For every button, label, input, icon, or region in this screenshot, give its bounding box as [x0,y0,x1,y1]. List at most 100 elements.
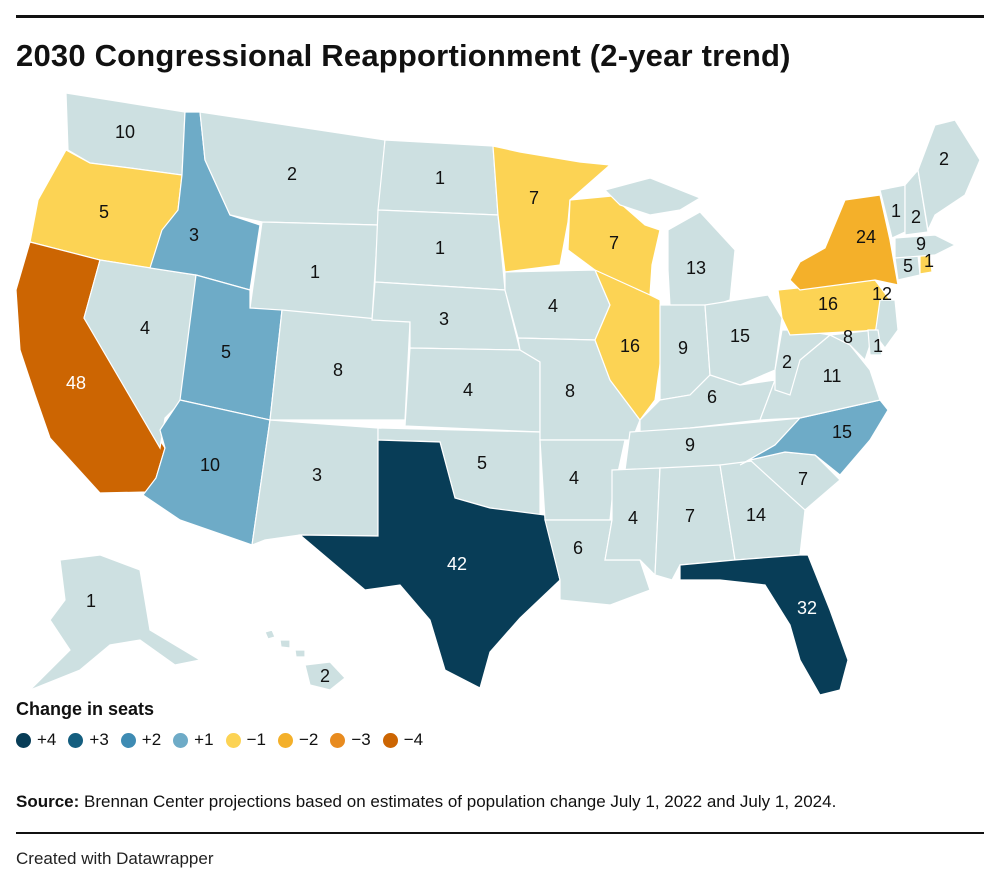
state-HI[interactable] [304,661,346,691]
state-TX[interactable] [298,439,561,689]
state-NH[interactable] [904,168,929,236]
state-IL[interactable] [593,268,663,421]
legend-swatch [277,732,293,748]
state-ME[interactable] [917,119,981,233]
state-label-MN: 7 [529,188,539,208]
us-map: 10 5 48 3 4 2 1 5 10 8 3 1 1 3 4 5 42 7 4 8 4 6 7 16 13 9 15 6 9 4 7 14… [0,80,1000,700]
legend-item: +3 [68,730,109,750]
state-label-MI: 13 [686,258,706,278]
state-label-TN: 9 [685,435,695,455]
state-DE[interactable] [867,329,883,356]
state-label-AK: 1 [86,591,96,611]
state-label-IA: 4 [548,296,558,316]
state-label-MD: 8 [843,327,853,347]
state-label-MS: 4 [628,508,638,528]
state-AR[interactable] [539,439,626,521]
legend-swatch [330,732,346,748]
state-label-FL: 32 [797,598,817,618]
state-label-OK: 5 [477,453,487,473]
state-HI-islands[interactable] [264,629,306,658]
state-label-ND: 1 [435,168,445,188]
state-label-VA: 11 [823,366,842,386]
state-label-DE: 1 [873,336,883,356]
state-label-NC: 15 [832,422,852,442]
state-label-UT: 5 [221,342,231,362]
state-label-ME: 2 [939,149,949,169]
source-label: Source: [16,792,80,811]
legend-item: +1 [173,730,214,750]
credit-line[interactable]: Created with Datawrapper [16,849,214,868]
state-label-TX: 42 [447,554,467,574]
legend-swatch [173,732,189,748]
state-label-GA: 14 [746,505,766,525]
legend-label: +4 [37,730,57,749]
state-label-AZ: 10 [200,455,220,475]
state-label-WA: 10 [115,122,135,142]
state-label-MO: 8 [565,381,575,401]
legend-item: +4 [16,730,56,750]
state-label-KS: 4 [463,380,473,400]
state-WI[interactable] [567,195,661,299]
state-label-NE: 3 [439,309,449,329]
legend-item: −4 [382,730,424,750]
legend-label: +1 [194,730,214,749]
state-label-CO: 8 [333,360,343,380]
state-NC[interactable] [739,399,889,476]
state-label-RI: 1 [924,251,934,271]
state-label-OR: 5 [99,202,109,222]
state-label-SD: 1 [435,238,445,258]
bottom-rule [16,832,984,834]
legend-label: −4 [403,730,424,749]
state-label-MA: 9 [916,234,926,254]
legend-item: −3 [330,730,371,750]
state-FL[interactable] [679,554,849,696]
state-MD[interactable] [827,329,876,362]
state-label-CA: 48 [66,373,86,393]
legend-swatch [225,732,241,748]
legend-label: +2 [141,730,162,749]
legend-label: +3 [89,730,109,749]
state-label-CT: 5 [903,256,913,276]
state-label-NV: 4 [140,318,150,338]
state-MI-UP[interactable] [603,177,702,216]
state-label-PA: 16 [818,294,838,314]
state-label-WY: 1 [310,262,320,282]
legend: +4 +3 +2 +1 −1 −2 −3 −4 [16,730,435,750]
state-label-NM: 3 [312,465,322,485]
legend-label: −2 [298,730,319,749]
state-label-AR: 4 [569,468,579,488]
state-label-VT: 1 [891,201,901,221]
chart-title: 2030 Congressional Reapportionment (2-ye… [16,38,791,73]
state-label-IL: 16 [620,336,640,356]
state-label-NY: 24 [856,227,876,247]
source-text: Brennan Center projections based on esti… [79,792,837,811]
state-WV[interactable] [774,329,832,396]
state-label-KY: 6 [707,387,717,407]
legend-label: −3 [351,730,371,749]
state-label-WI: 7 [609,233,619,253]
state-MA[interactable] [894,234,957,259]
legend-item: −1 [225,730,266,750]
top-rule [16,15,984,18]
state-label-IN: 9 [678,338,688,358]
state-NJ[interactable] [874,299,899,350]
state-NY[interactable] [789,194,899,291]
legend-item: +2 [120,730,162,750]
source-note: Source: Brennan Center projections based… [16,792,836,812]
state-label-OH: 15 [730,326,750,346]
legend-item: −2 [277,730,319,750]
state-label-NH: 2 [911,207,921,227]
state-label-WV: 2 [782,352,792,372]
legend-swatch [68,732,84,748]
state-label-LA: 6 [573,538,583,558]
state-label-ID: 3 [189,225,199,245]
legend-swatch [120,732,136,748]
state-label-HI: 2 [320,666,330,686]
legend-title: Change in seats [16,699,155,719]
legend-label: −1 [246,730,266,749]
state-label-MT: 2 [287,164,297,184]
legend-swatch [16,732,31,748]
state-AK[interactable] [29,554,202,691]
